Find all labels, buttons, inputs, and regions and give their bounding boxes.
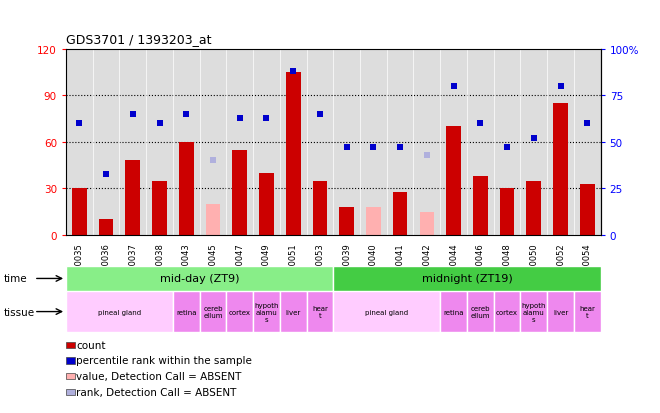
Text: pineal gland: pineal gland: [365, 309, 409, 315]
Bar: [119, 50, 147, 235]
Bar: [253, 50, 280, 235]
Bar: [527, 181, 541, 235]
Text: cortex: cortex: [229, 309, 251, 315]
Bar: [253, 291, 280, 332]
Text: percentile rank within the sample: percentile rank within the sample: [76, 356, 252, 366]
Bar: [339, 207, 354, 235]
Bar: [147, 50, 173, 235]
Text: liver: liver: [553, 309, 568, 315]
Bar: [446, 127, 461, 235]
Text: hear
t: hear t: [579, 305, 595, 318]
Bar: [547, 50, 574, 235]
Bar: [286, 73, 300, 235]
Text: cereb
ellum: cereb ellum: [203, 305, 223, 318]
Bar: [99, 220, 114, 235]
Text: midnight (ZT19): midnight (ZT19): [422, 274, 512, 284]
Bar: [179, 142, 193, 235]
Text: hear
t: hear t: [312, 305, 328, 318]
Bar: [366, 207, 381, 235]
Bar: [521, 291, 547, 332]
Bar: [553, 104, 568, 235]
Text: retina: retina: [176, 309, 197, 315]
Bar: [206, 204, 220, 235]
Bar: [547, 291, 574, 332]
Bar: [467, 50, 494, 235]
Text: tissue: tissue: [3, 307, 34, 317]
Bar: [92, 50, 119, 235]
Bar: [173, 291, 200, 332]
Text: pineal gland: pineal gland: [98, 309, 141, 315]
Bar: [226, 291, 253, 332]
Bar: [125, 161, 140, 235]
Bar: [200, 291, 226, 332]
Bar: [226, 50, 253, 235]
Text: rank, Detection Call = ABSENT: rank, Detection Call = ABSENT: [76, 387, 236, 397]
Bar: [494, 291, 521, 332]
Text: value, Detection Call = ABSENT: value, Detection Call = ABSENT: [76, 371, 242, 381]
Bar: [173, 50, 200, 235]
Bar: [387, 50, 413, 235]
Bar: [307, 291, 333, 332]
Bar: [280, 50, 307, 235]
Bar: [333, 50, 360, 235]
Text: hypoth
alamu
s: hypoth alamu s: [254, 302, 279, 322]
Text: liver: liver: [286, 309, 301, 315]
Bar: [580, 184, 595, 235]
Bar: [259, 173, 274, 235]
Bar: [333, 266, 601, 291]
Bar: [152, 181, 167, 235]
Bar: [360, 50, 387, 235]
Text: mid-day (ZT9): mid-day (ZT9): [160, 274, 240, 284]
Bar: [440, 291, 467, 332]
Bar: [393, 192, 407, 235]
Bar: [280, 291, 307, 332]
Bar: [473, 177, 488, 235]
Bar: [333, 291, 440, 332]
Bar: [200, 50, 226, 235]
Bar: [574, 291, 601, 332]
Bar: [313, 181, 327, 235]
Text: cereb
ellum: cereb ellum: [471, 305, 490, 318]
Bar: [232, 150, 247, 235]
Bar: [413, 50, 440, 235]
Bar: [467, 291, 494, 332]
Bar: [66, 50, 92, 235]
Text: GDS3701 / 1393203_at: GDS3701 / 1393203_at: [66, 33, 211, 45]
Text: count: count: [76, 340, 106, 350]
Text: retina: retina: [444, 309, 464, 315]
Bar: [500, 189, 514, 235]
Bar: [574, 50, 601, 235]
Bar: [72, 189, 86, 235]
Bar: [440, 50, 467, 235]
Bar: [420, 212, 434, 235]
Bar: [66, 266, 333, 291]
Text: hypoth
alamu
s: hypoth alamu s: [521, 302, 546, 322]
Bar: [307, 50, 333, 235]
Text: cortex: cortex: [496, 309, 518, 315]
Text: time: time: [3, 274, 27, 284]
Bar: [521, 50, 547, 235]
Bar: [66, 291, 173, 332]
Bar: [494, 50, 521, 235]
